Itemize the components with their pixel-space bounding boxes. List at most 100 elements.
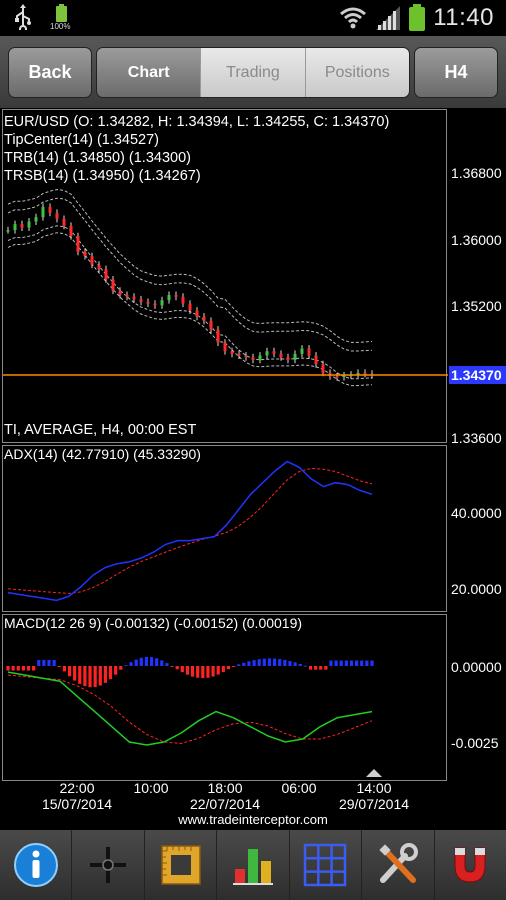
x-axis-date: 15/07/2014: [41, 796, 113, 812]
candle-body: [104, 269, 108, 280]
candle-body: [258, 355, 262, 360]
candle-body: [97, 264, 101, 270]
x-axis-time: 10:00: [133, 780, 169, 796]
candle-body: [167, 295, 171, 301]
candle-body: [321, 364, 325, 373]
macd-histogram-bar: [196, 666, 200, 678]
macd-axis-tick: -0.0025: [451, 735, 499, 751]
macd-histogram-bar: [216, 666, 220, 675]
macd-histogram-bar: [139, 657, 143, 666]
macd-histogram-bar: [278, 659, 282, 666]
tab-positions[interactable]: Positions: [304, 48, 409, 97]
macd-histogram-bar: [283, 659, 287, 666]
x-axis-time: 06:00: [281, 780, 317, 796]
macd-histogram-bar: [360, 660, 364, 666]
chart-info-label: TI, AVERAGE, H4, 00:00 EST: [4, 422, 197, 438]
settings-button[interactable]: [362, 830, 435, 900]
candle-body: [356, 372, 360, 375]
info-button[interactable]: [0, 830, 73, 900]
macd-histogram-bar: [149, 657, 154, 666]
macd-histogram-bar: [144, 656, 149, 666]
macd-label: MACD(12 26 9) (-0.00132) (-0.00152) (0.0…: [4, 615, 303, 631]
battery-icon: [409, 4, 426, 32]
adx-label: ADX(14) (42.77910) (45.33290): [4, 446, 201, 462]
tab-trading[interactable]: Trading: [200, 48, 305, 97]
timeframe-button[interactable]: H4: [414, 47, 498, 98]
candle-body: [132, 296, 136, 300]
macd-histogram-bar: [190, 666, 195, 677]
macd-histogram-bar: [42, 659, 46, 666]
candle-body: [111, 279, 115, 291]
macd-histogram-bar: [62, 666, 66, 672]
back-button[interactable]: Back: [8, 47, 92, 98]
signal-icon: [376, 6, 401, 30]
macd-histogram-bar: [206, 666, 210, 678]
macd-histogram-bar: [73, 666, 77, 681]
candle-body: [293, 353, 297, 360]
candle-body: [300, 348, 304, 354]
magnet-button[interactable]: [435, 830, 506, 900]
candle-body: [286, 357, 290, 360]
candle-body: [125, 295, 129, 297]
x-axis-time: 18:00: [207, 780, 243, 796]
macd-histogram-bar: [165, 663, 169, 666]
macd-histogram-bar: [242, 662, 246, 666]
candle-body: [307, 348, 311, 356]
macd-histogram-bar: [221, 666, 225, 673]
bottom-toolbar: [0, 830, 506, 900]
price-axis-tick: 1.33600: [451, 430, 502, 446]
macd-histogram-bar: [247, 661, 251, 666]
tab-chart[interactable]: Chart: [97, 48, 201, 97]
macd-line: [7, 671, 373, 746]
candle-body: [209, 320, 213, 330]
macd-signal-line: [7, 674, 373, 745]
chart-canvas[interactable]: [0, 108, 506, 830]
adx-axis-tick: 20.0000: [451, 581, 502, 597]
drawing-tools-button[interactable]: [145, 830, 218, 900]
candle-body: [20, 224, 24, 228]
candle-body: [55, 212, 59, 219]
price-ohlc-label: EUR/USD (O: 1.34282, H: 1.34394, L: 1.34…: [4, 114, 390, 130]
x-axis-time: 22:00: [59, 780, 95, 796]
macd-histogram-bar: [114, 666, 118, 675]
crosshair-button[interactable]: [72, 830, 145, 900]
candle-body: [335, 376, 339, 378]
candle-body: [188, 303, 192, 311]
macd-histogram-bar: [252, 660, 256, 666]
macd-histogram-bar: [231, 666, 236, 667]
candle-body: [118, 290, 122, 295]
macd-histogram-bar: [334, 660, 338, 666]
macd-histogram-bar: [83, 666, 87, 687]
tools-icon: [379, 843, 418, 883]
usb-icon: [15, 4, 31, 30]
candle-body: [146, 301, 150, 304]
price-axis-tick: 1.35200: [451, 298, 502, 314]
macd-histogram-bar: [370, 660, 374, 666]
macd-histogram-bar: [108, 666, 113, 680]
macd-histogram-bar: [52, 659, 56, 666]
candle-body: [41, 206, 45, 218]
grid-button[interactable]: [290, 830, 363, 900]
status-bar: 100% 11:40: [0, 0, 506, 36]
macd-histogram-bar: [180, 666, 184, 673]
candle-body: [237, 353, 241, 356]
macd-histogram-bar: [257, 659, 261, 666]
magnet-icon: [454, 847, 486, 883]
candle-body: [251, 357, 255, 360]
indicators-button[interactable]: [217, 830, 290, 900]
x-axis-date: 29/07/2014: [338, 796, 410, 812]
macd-histogram-bar: [16, 666, 20, 671]
macd-histogram-bar: [47, 659, 51, 666]
candle-body: [69, 225, 73, 237]
price-axis-tick: 1.36000: [451, 232, 502, 248]
candle-body: [181, 296, 185, 304]
macd-histogram-bar: [339, 660, 343, 666]
chart-area[interactable]: EUR/USD (O: 1.34282, H: 1.34394, L: 1.34…: [0, 108, 506, 830]
tipcenter-label: TipCenter(14) (1.34527): [4, 132, 160, 148]
price-panel: [6, 188, 374, 387]
website-link[interactable]: www.tradeinterceptor.com: [178, 812, 328, 827]
macd-histogram-bar: [349, 660, 354, 666]
macd-histogram-bar: [67, 666, 72, 677]
macd-histogram-bar: [288, 661, 292, 666]
candle-body: [195, 310, 199, 317]
